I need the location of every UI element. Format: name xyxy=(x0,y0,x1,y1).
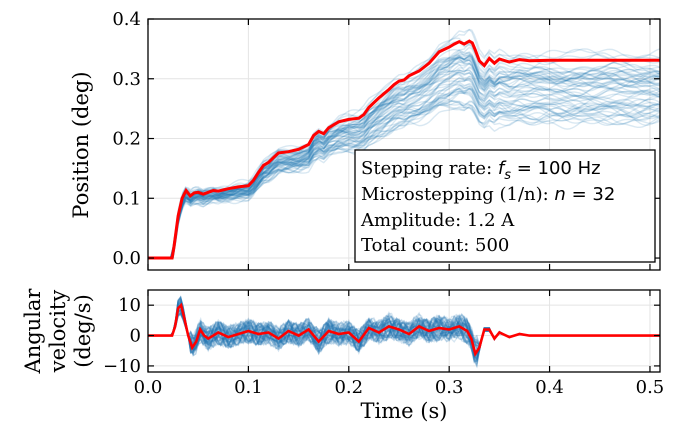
position-ensemble-trace xyxy=(148,54,661,259)
position-ensemble-trace xyxy=(148,66,661,259)
position-ensemble-trace xyxy=(148,55,661,259)
position-ensemble-trace xyxy=(148,88,661,259)
position-ensemble-trace xyxy=(148,55,661,259)
position-ensemble-trace xyxy=(148,55,661,259)
position-ensemble-trace xyxy=(148,103,661,259)
position-ensemble-trace xyxy=(148,77,661,259)
velocity-ticks: −10 0 10 0.0 0.1 0.2 0.3 0.4 0.5 xyxy=(103,290,664,398)
position-ensemble-trace xyxy=(148,61,661,259)
position-ytick-label: 0.3 xyxy=(112,69,141,90)
position-ensemble-trace xyxy=(148,77,661,259)
velocity-xtick-label: 0.4 xyxy=(535,377,564,398)
position-ensemble-trace xyxy=(148,71,661,259)
annotation-line-total-count: Total count: 500 xyxy=(361,235,509,256)
position-ensemble-trace xyxy=(148,49,661,259)
position-ensemble-trace xyxy=(148,85,661,259)
velocity-plot-frame xyxy=(147,289,661,373)
velocity-ytick-label: 10 xyxy=(118,295,141,316)
velocity-xtick-label: 0.3 xyxy=(435,377,464,398)
position-ensemble-trace xyxy=(148,46,661,259)
position-ensemble-trace xyxy=(148,87,661,259)
position-ensemble-trace xyxy=(148,69,661,259)
position-ensemble-trace xyxy=(148,100,661,259)
position-ensemble-trace xyxy=(148,51,661,259)
velocity-highlight-line xyxy=(148,302,660,357)
position-ensemble-trace xyxy=(148,77,661,259)
position-ensemble-trace xyxy=(148,87,661,259)
position-ensemble-trace xyxy=(148,83,661,259)
position-ytick-label: 0.4 xyxy=(112,9,141,30)
position-ensemble-trace xyxy=(148,55,661,259)
position-ensemble-trace xyxy=(148,63,661,259)
position-ensemble-trace xyxy=(148,71,661,259)
position-ensemble-trace xyxy=(148,100,661,259)
annotation-line-stepping-rate: Stepping rate: fs = 100 Hz xyxy=(361,158,601,183)
position-ensemble-trace xyxy=(148,56,661,259)
annotation-line-amplitude: Amplitude: 1.2 A xyxy=(360,210,515,231)
position-ensemble-trace xyxy=(148,57,661,259)
position-ensemble-trace xyxy=(148,70,661,259)
position-ensemble-trace xyxy=(148,87,660,259)
position-ticks: 0.0 0.1 0.2 0.3 0.4 xyxy=(112,9,660,270)
velocity-ytick-label: 0 xyxy=(130,326,141,347)
velocity-plot: −10 0 10 0.0 0.1 0.2 0.3 0.4 0.5 Angular velocit… xyxy=(21,288,664,423)
position-ylabel: Position (deg) xyxy=(69,71,93,218)
position-ensemble-trace xyxy=(148,80,661,259)
position-ensemble-trace xyxy=(148,59,661,259)
position-ytick-label: 0.1 xyxy=(112,188,141,209)
velocity-xlabel: Time (s) xyxy=(361,399,448,423)
position-ensemble-trace xyxy=(148,54,661,259)
position-ensemble-trace xyxy=(148,67,661,259)
position-ensemble-trace xyxy=(148,102,661,259)
velocity-ylabel-line3: (deg/s) xyxy=(71,294,95,368)
position-ensemble-trace xyxy=(148,62,661,259)
position-ytick-label: 0.2 xyxy=(112,129,141,150)
position-highlight-line xyxy=(148,39,660,260)
position-ensemble-traces xyxy=(148,28,661,259)
position-ensemble-trace xyxy=(148,62,661,259)
position-ensemble-trace xyxy=(148,84,661,259)
position-ensemble-trace xyxy=(148,71,661,259)
position-ensemble-trace xyxy=(148,75,661,259)
position-ensemble-trace xyxy=(148,103,661,259)
position-ensemble-trace xyxy=(148,90,661,259)
position-ensemble-trace xyxy=(148,83,661,259)
velocity-xtick-label: 0.5 xyxy=(636,377,665,398)
annotation-box xyxy=(354,149,656,263)
position-ytick-label: 0.0 xyxy=(112,248,141,269)
position-ensemble-trace xyxy=(148,57,661,259)
position-ensemble-trace xyxy=(148,100,661,259)
position-plot-frame xyxy=(147,18,661,271)
position-plot: 0.0 0.1 0.2 0.3 0.4 Position (deg) Stepping … xyxy=(69,9,661,271)
position-ensemble-trace xyxy=(148,88,661,259)
settings-annotation: Stepping rate: fs = 100 Hz Microstepping… xyxy=(354,149,656,263)
velocity-ytick-label: −10 xyxy=(103,356,141,377)
velocity-xtick-label: 0.1 xyxy=(234,377,263,398)
position-ensemble-trace xyxy=(148,90,661,259)
position-ensemble-trace xyxy=(148,87,661,259)
position-ensemble-trace xyxy=(148,97,661,259)
position-ensemble-trace xyxy=(148,100,661,259)
velocity-ylabel-line2: velocity xyxy=(46,290,70,374)
position-ensemble-trace xyxy=(148,52,661,259)
velocity-xtick-label: 0.2 xyxy=(334,377,363,398)
position-ensemble-trace xyxy=(148,57,661,259)
position-ensemble-trace xyxy=(148,28,661,259)
velocity-ylabel-line1: Angular xyxy=(21,288,45,375)
velocity-xtick-label: 0.0 xyxy=(134,377,163,398)
annotation-line-microstepping: Microstepping (1/n): n = 32 xyxy=(361,184,615,205)
